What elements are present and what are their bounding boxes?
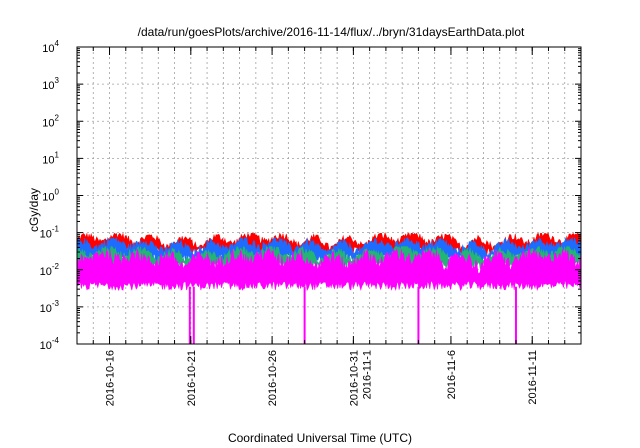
- plot-area: [76, 232, 582, 344]
- y-tick-label: 10-2: [40, 262, 60, 278]
- y-axis-label: cGy/day: [27, 188, 41, 232]
- y-tick-label: 103: [42, 76, 59, 92]
- y-tick-label: 10-4: [40, 336, 60, 352]
- y-tick-label: 100: [42, 188, 59, 204]
- y-tick-label: 104: [42, 39, 59, 55]
- x-tick-label: 2016-10-31: [348, 350, 360, 406]
- y-tick-label: 10-1: [40, 225, 60, 241]
- x-tick-label: 2016-11-11: [527, 350, 539, 405]
- x-tick-label: 2016-10-26: [267, 350, 279, 406]
- x-tick-label: 2016-11-6: [446, 350, 458, 399]
- x-tick-label: 2016-11-1: [361, 350, 373, 399]
- axis-ticks: 10-4 10-3 10-2 10-1 100 101 102 103 104 2016-10-1…: [40, 39, 581, 406]
- y-tick-label: 101: [42, 150, 59, 166]
- y-tick-label: 102: [42, 113, 59, 129]
- x-axis-label: Coordinated Universal Time (UTC): [228, 431, 412, 445]
- grid: [77, 47, 581, 344]
- x-tick-label: 2016-10-16: [105, 350, 117, 406]
- chart-title: /data/run/goesPlots/archive/2016-11-14/f…: [138, 25, 525, 39]
- x-tick-label: 2016-10-21: [186, 350, 198, 406]
- y-tick-label: 10-3: [40, 299, 60, 315]
